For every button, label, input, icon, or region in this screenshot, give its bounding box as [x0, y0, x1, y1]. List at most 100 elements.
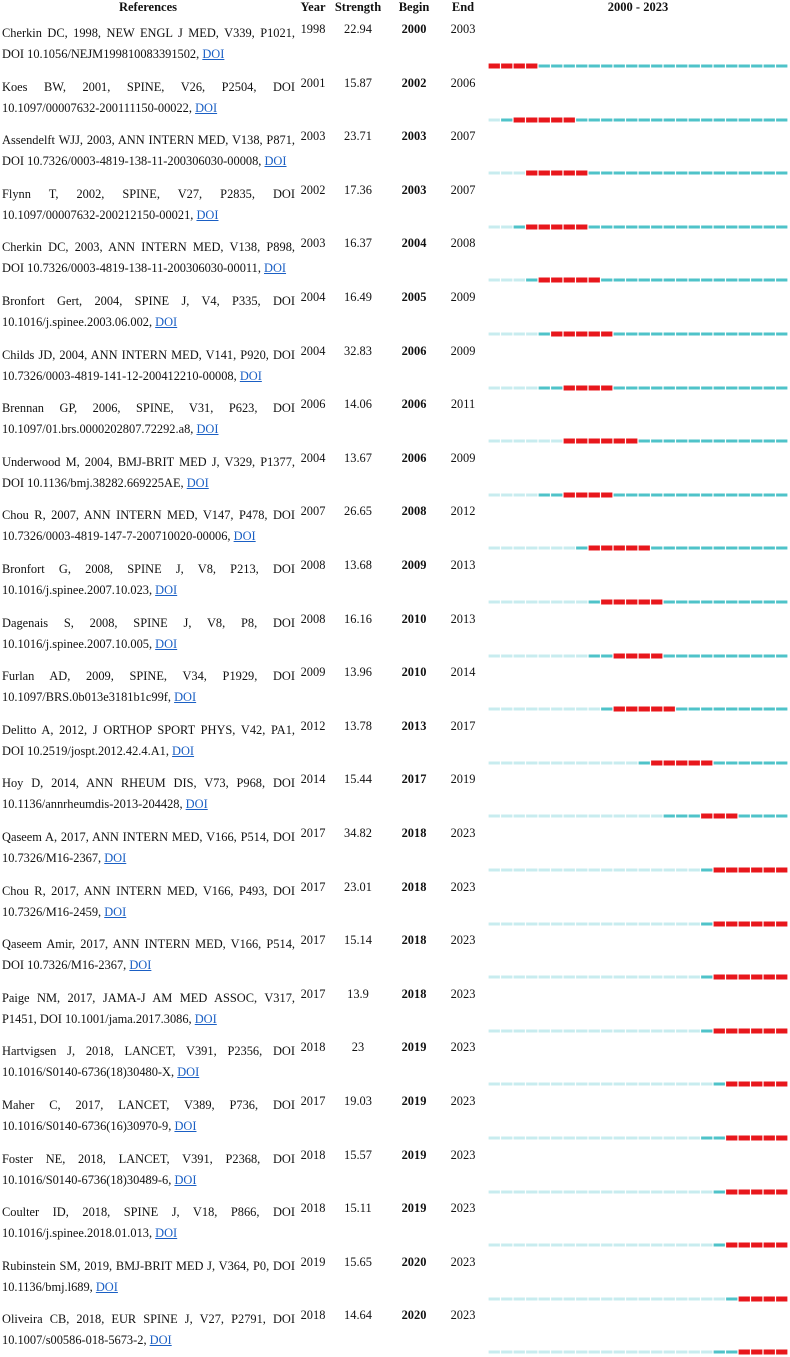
reference-citation: Maher C, 2017, LANCET, V389, P736, DOI 1…: [2, 1098, 295, 1133]
inactive-segment: [538, 546, 550, 550]
burst-segment: [526, 224, 538, 230]
burst-segment: [763, 1242, 775, 1248]
active-segment: [751, 386, 763, 390]
doi-link[interactable]: DOI: [174, 1119, 197, 1133]
burst-segment: [676, 760, 688, 766]
end-cell: 2023: [450, 1308, 476, 1323]
inactive-segment: [501, 225, 513, 229]
doi-link[interactable]: DOI: [104, 851, 127, 865]
doi-link[interactable]: DOI: [196, 207, 219, 222]
inactive-segment: [501, 707, 513, 711]
doi-link[interactable]: DOI: [172, 743, 195, 758]
doi-link[interactable]: DOI: [195, 100, 218, 115]
doi-link[interactable]: DOI: [194, 1011, 217, 1026]
active-segment: [663, 654, 675, 658]
inactive-segment: [551, 600, 563, 604]
doi-link[interactable]: DOI: [155, 1226, 178, 1241]
doi-link[interactable]: DOI: [264, 261, 287, 276]
active-segment: [701, 278, 713, 282]
inactive-segment: [588, 1082, 600, 1086]
burst-segment: [751, 1349, 763, 1355]
burst-segment: [613, 438, 625, 444]
inactive-segment: [576, 975, 588, 979]
burst-segment: [776, 1081, 788, 1087]
inactive-segment: [613, 1136, 625, 1140]
inactive-segment: [626, 1350, 638, 1354]
doi-link[interactable]: DOI: [196, 422, 219, 437]
begin-cell: 2019: [401, 1201, 427, 1216]
inactive-segment: [576, 814, 588, 818]
burst-segment: [763, 1028, 775, 1034]
inactive-segment: [588, 761, 600, 765]
inactive-segment: [513, 654, 525, 658]
burst-segment: [751, 1135, 763, 1141]
burst-segment: [726, 921, 738, 927]
begin-cell: 2009: [401, 558, 427, 572]
inactive-segment: [663, 1082, 675, 1086]
doi-link[interactable]: DOI: [174, 690, 197, 705]
inactive-segment: [488, 1297, 500, 1301]
inactive-segment: [526, 493, 538, 497]
active-segment: [763, 546, 775, 550]
active-segment: [713, 118, 725, 122]
reference-citation: Qaseem Amir, 2017, ANN INTERN MED, V166,…: [2, 937, 295, 973]
inactive-segment: [688, 1190, 700, 1194]
inactive-segment: [501, 814, 513, 818]
doi-link[interactable]: DOI: [174, 1172, 197, 1187]
burst-timeline: [488, 1081, 788, 1087]
strength-cell: 15.87: [344, 75, 372, 90]
burst-timeline: [488, 974, 788, 980]
active-segment: [776, 118, 788, 122]
active-segment: [588, 171, 600, 175]
doi-link[interactable]: DOI: [202, 47, 225, 61]
burst-segment: [576, 277, 588, 283]
inactive-segment: [563, 1029, 575, 1033]
active-segment: [763, 761, 775, 765]
doi-link[interactable]: DOI: [239, 368, 262, 383]
doi-link[interactable]: DOI: [104, 904, 127, 919]
burst-segment: [651, 706, 663, 712]
active-segment: [763, 118, 775, 122]
inactive-segment: [501, 439, 513, 443]
doi-link[interactable]: DOI: [155, 315, 178, 329]
inactive-segment: [513, 1029, 525, 1033]
reference-citation: Cherkin DC, 2003, ANN INTERN MED, V138, …: [2, 240, 295, 276]
burst-segment: [713, 974, 725, 980]
inactive-segment: [663, 1350, 675, 1354]
inactive-segment: [663, 1029, 675, 1033]
active-segment: [701, 922, 713, 926]
inactive-segment: [638, 1136, 650, 1140]
inactive-segment: [701, 1190, 713, 1194]
active-segment: [738, 171, 750, 175]
inactive-segment: [588, 975, 600, 979]
burst-timeline: [488, 867, 788, 873]
active-segment: [738, 600, 750, 604]
active-segment: [663, 493, 675, 497]
table-row: Rubinstein SM, 2019, BMJ-BRIT MED J, V36…: [0, 1250, 790, 1304]
inactive-segment: [601, 868, 613, 872]
active-segment: [776, 225, 788, 229]
inactive-segment: [551, 868, 563, 872]
doi-link[interactable]: DOI: [185, 797, 208, 812]
active-segment: [701, 975, 713, 979]
reference-text: Dagenais S, 2008, SPINE J, V8, P8, DOI 1…: [2, 613, 295, 655]
active-segment: [738, 278, 750, 282]
doi-link[interactable]: DOI: [149, 1333, 172, 1348]
inactive-segment: [513, 493, 525, 497]
doi-link[interactable]: DOI: [177, 1065, 200, 1080]
doi-link[interactable]: DOI: [129, 958, 152, 973]
doi-link[interactable]: DOI: [186, 475, 209, 490]
burst-segment: [563, 117, 575, 123]
inactive-segment: [526, 1136, 538, 1140]
active-segment: [763, 64, 775, 68]
doi-link[interactable]: DOI: [155, 583, 178, 597]
doi-link[interactable]: DOI: [264, 154, 287, 169]
burst-timeline: [488, 277, 788, 283]
strength-cell: 13.96: [344, 665, 372, 680]
active-segment: [638, 386, 650, 390]
doi-link[interactable]: DOI: [95, 1279, 118, 1294]
doi-link[interactable]: DOI: [155, 636, 178, 651]
doi-link[interactable]: DOI: [233, 529, 256, 544]
active-segment: [651, 64, 663, 68]
strength-cell: 34.82: [344, 826, 372, 840]
